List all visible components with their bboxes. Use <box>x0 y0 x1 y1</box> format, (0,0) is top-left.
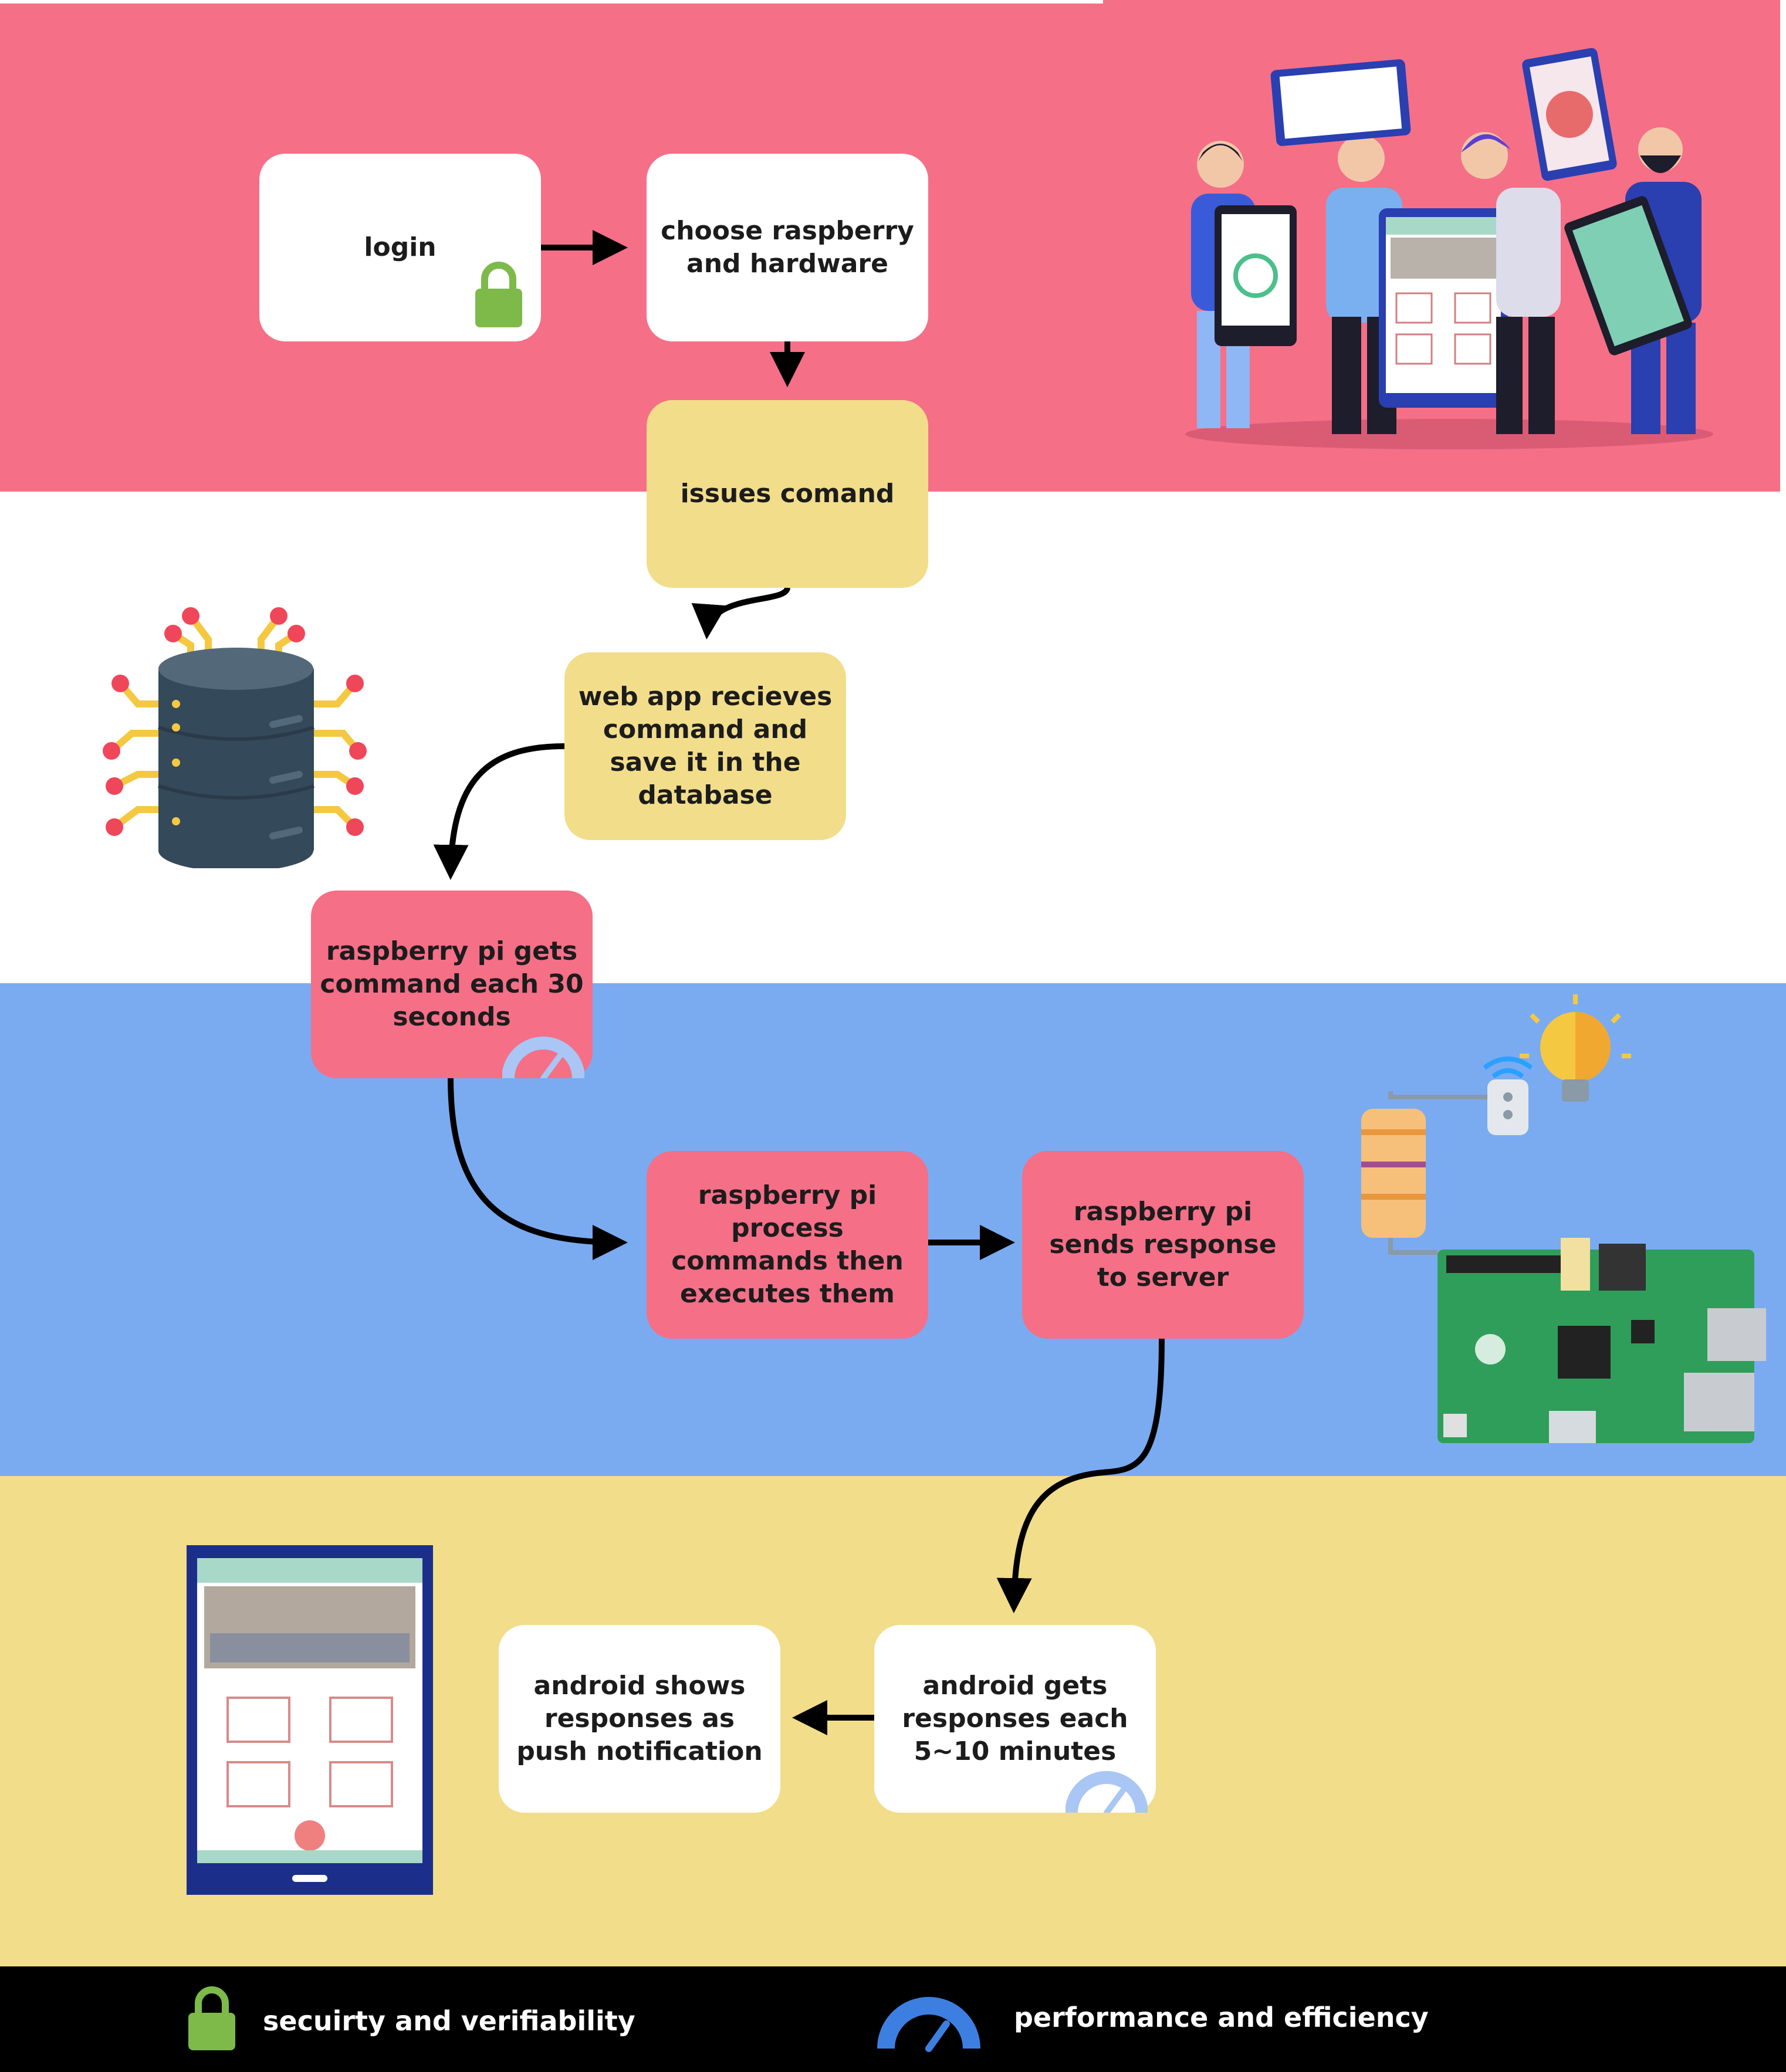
raspberry-pi-board-illustration <box>1361 994 1766 1443</box>
node-android-gets-label: android gets responses each 5~10 minutes <box>902 1671 1128 1766</box>
node-android-shows: android shows responses as push notifica… <box>499 1625 780 1813</box>
node-choose-hardware-label: choose raspberry and hardware <box>661 216 914 279</box>
node-choose-hardware: choose raspberry and hardware <box>647 154 928 341</box>
database-server-illustration <box>103 607 367 868</box>
android-tablet-illustration <box>187 1545 433 1895</box>
node-android-shows-label: android shows responses as push notifica… <box>516 1671 763 1766</box>
top-white-strip <box>0 0 1103 4</box>
node-webapp-receives: web app recieves command and save it in … <box>564 652 846 840</box>
node-issues-command: issues comand <box>647 400 928 588</box>
people-with-devices-illustration <box>1185 48 1713 449</box>
arrow-sends-to-androidgets <box>996 1338 1165 1613</box>
arrow-issues-to-webapp <box>691 587 790 639</box>
node-pi-gets-command: raspberry pi gets command each 30 second… <box>311 891 593 1078</box>
node-webapp-receives-label: web app recieves command and save it in … <box>578 682 833 810</box>
node-android-gets: android gets responses each 5~10 minutes <box>874 1625 1156 1813</box>
arrow-pigets-to-process <box>448 1078 628 1260</box>
node-pi-gets-command-label: raspberry pi gets command each 30 second… <box>320 936 584 1032</box>
legend-performance-label: performance and efficiency <box>1014 2002 1429 2033</box>
legend-lock-icon <box>188 1986 235 2050</box>
node-pi-process-label: raspberry pi process commands then execu… <box>671 1180 904 1309</box>
node-login-label: login <box>364 232 437 262</box>
legend-security-label: secuirty and verifiability <box>263 2005 635 2037</box>
node-pi-sends: raspberry pi sends response to server <box>1022 1151 1304 1339</box>
lock-icon <box>475 262 522 327</box>
node-pi-sends-label: raspberry pi sends response to server <box>1049 1197 1277 1292</box>
legend-gauge-icon <box>877 1997 980 2052</box>
gauge-icon <box>502 1037 584 1078</box>
node-issues-command-label: issues comand <box>680 479 895 509</box>
gauge-icon <box>1065 1771 1148 1813</box>
node-login: login <box>259 154 541 341</box>
node-pi-process: raspberry pi process commands then execu… <box>647 1151 928 1339</box>
arrow-webapp-to-pigets <box>433 743 565 880</box>
